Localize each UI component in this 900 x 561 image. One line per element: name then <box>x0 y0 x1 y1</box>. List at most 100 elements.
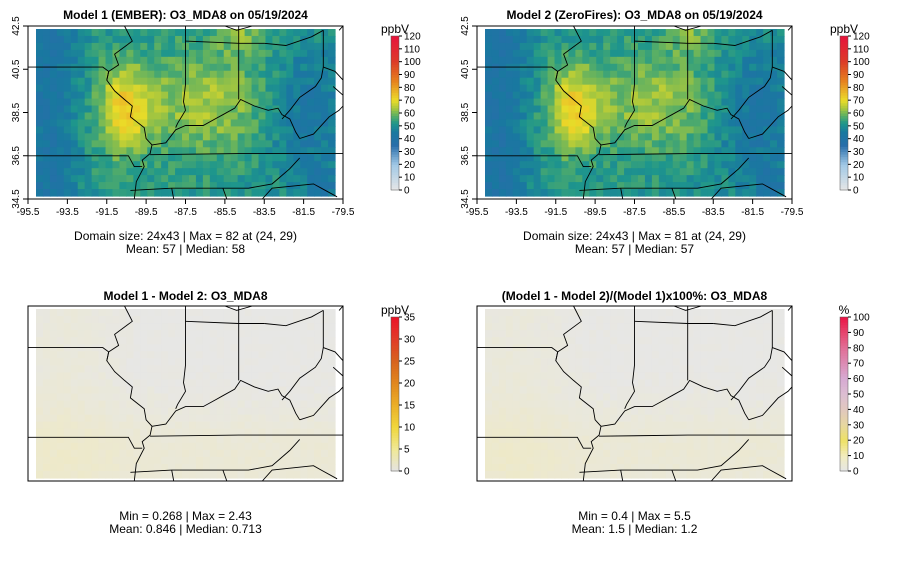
grid-cell <box>223 84 232 93</box>
grid-cell <box>307 470 315 479</box>
grid-cell <box>223 316 232 324</box>
panel-title: Model 1 - Model 2: O3_MDA8 <box>103 289 268 303</box>
grid-cell <box>651 323 660 331</box>
grid-cell <box>272 175 280 183</box>
grid-cell <box>147 70 155 79</box>
grid-cell <box>512 337 521 345</box>
colorbar-tick-label: 120 <box>853 32 870 43</box>
grid-cell <box>188 91 197 100</box>
grid-cell <box>686 35 695 44</box>
grid-cell <box>202 337 211 345</box>
grid-cell <box>554 147 563 155</box>
grid-cell <box>742 161 750 169</box>
grid-cell <box>202 449 211 458</box>
grid-cell <box>98 70 107 79</box>
grid-cell <box>777 330 785 338</box>
grid-cell <box>182 91 190 100</box>
grid-cell <box>519 29 528 37</box>
grid-cell <box>693 358 702 366</box>
grid-cell <box>91 351 100 359</box>
grid-cell <box>651 126 660 134</box>
grid-cell <box>36 140 44 148</box>
grid-cell <box>554 140 563 148</box>
grid-cell <box>300 386 308 395</box>
grid-cell <box>561 29 570 37</box>
grid-cell <box>610 168 618 176</box>
grid-cell <box>526 337 535 345</box>
grid-cell <box>286 379 294 388</box>
x-tick-label: -95.5 <box>17 207 40 218</box>
grid-cell <box>749 407 757 416</box>
grid-cell <box>721 112 729 121</box>
grid-cell <box>300 168 308 176</box>
grid-cell <box>237 407 246 416</box>
grid-cell <box>328 140 336 148</box>
grid-cell <box>126 175 134 183</box>
grid-cell <box>533 77 542 86</box>
grid-cell <box>70 161 79 169</box>
grid-cell <box>168 168 176 176</box>
grid-cell <box>533 126 542 134</box>
grid-cell <box>209 56 218 65</box>
grid-cell <box>279 140 287 148</box>
grid-cell <box>216 35 225 44</box>
grid-cell <box>314 168 322 176</box>
grid-cell <box>575 463 583 472</box>
grid-cell <box>540 456 549 465</box>
colorbar-segment <box>391 350 399 354</box>
grid-cell <box>533 421 542 430</box>
grid-cell <box>286 442 294 451</box>
grid-cell <box>561 189 570 197</box>
grid-cell <box>195 112 204 121</box>
grid-cell <box>582 470 590 479</box>
grid-cell <box>300 344 308 352</box>
grid-cell <box>119 91 127 100</box>
grid-cell <box>216 365 225 373</box>
grid-cell <box>686 309 695 317</box>
grid-cell <box>84 414 93 423</box>
grid-cell <box>672 42 681 51</box>
grid-cell <box>154 168 162 176</box>
grid-cell <box>223 365 232 373</box>
grid-cell <box>251 316 260 324</box>
grid-cell <box>624 372 632 381</box>
grid-cell <box>498 316 507 324</box>
grid-cell <box>188 77 197 86</box>
grid-cell <box>265 400 274 409</box>
grid-cell <box>589 182 597 190</box>
grid-cell <box>533 105 542 114</box>
grid-cell <box>321 35 329 44</box>
colorbar-segment <box>840 334 848 339</box>
grid-cell <box>610 470 618 479</box>
grid-cell <box>519 168 528 176</box>
grid-cell <box>728 379 736 388</box>
grid-cell <box>554 49 563 58</box>
colorbar-segment <box>840 424 848 428</box>
grid-cell <box>519 372 528 381</box>
grid-cell <box>36 407 44 416</box>
state-boundary <box>634 40 714 44</box>
grid-cell <box>112 56 121 65</box>
grid-cell <box>672 70 681 79</box>
grid-cell <box>230 393 239 402</box>
grid-cell <box>133 98 141 107</box>
grid-cell <box>512 393 521 402</box>
grid-cell <box>175 428 183 437</box>
colorbar-segment <box>391 51 399 55</box>
grid-cell <box>540 442 549 451</box>
grid-cell <box>547 70 556 79</box>
colorbar-segment <box>391 136 399 140</box>
grid-cell <box>672 358 681 366</box>
grid-cell <box>665 470 674 479</box>
grid-cell <box>216 91 225 100</box>
grid-cell <box>693 470 702 479</box>
heatmap-grid <box>485 29 785 197</box>
grid-cell <box>223 154 232 162</box>
grid-cell <box>195 414 204 423</box>
grid-cell <box>756 140 764 148</box>
grid-cell <box>631 126 639 134</box>
grid-cell <box>686 344 695 352</box>
grid-cell <box>140 358 148 366</box>
grid-cell <box>547 435 556 444</box>
grid-cell <box>328 91 336 100</box>
